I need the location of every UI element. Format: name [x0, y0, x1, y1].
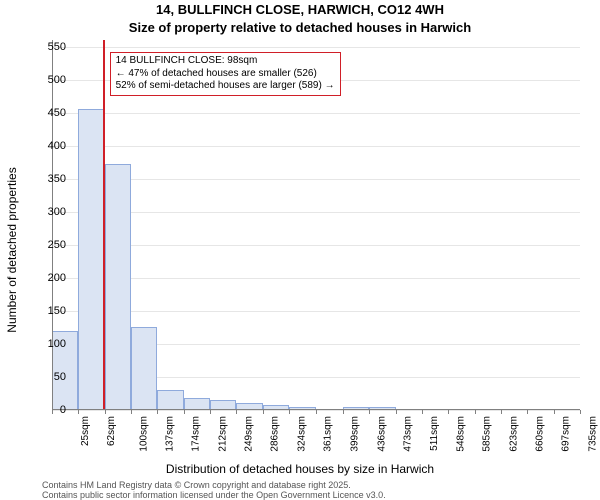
plot-area: 14 BULLFINCH CLOSE: 98sqm ← 47% of detac…: [52, 40, 580, 410]
x-tick-label: 25sqm: [80, 416, 91, 446]
x-tick-label: 100sqm: [139, 416, 150, 452]
x-tick-label: 473sqm: [402, 416, 413, 452]
annotation-line-3: 52% of semi-detached houses are larger (…: [116, 80, 335, 93]
y-tick-label: 550: [26, 41, 66, 53]
x-tick-label: 212sqm: [218, 416, 229, 452]
chart-container: 14, BULLFINCH CLOSE, HARWICH, CO12 4WH S…: [0, 0, 600, 500]
y-tick-label: 300: [26, 206, 66, 218]
y-tick-label: 100: [26, 338, 66, 350]
x-tick-label: 399sqm: [350, 416, 361, 452]
bars-group: [52, 40, 580, 410]
y-tick-label: 0: [26, 404, 66, 416]
x-tick-label: 324sqm: [297, 416, 308, 452]
x-tick-label: 174sqm: [191, 416, 202, 452]
x-tick-mark: [78, 410, 79, 414]
x-tick-mark: [554, 410, 555, 414]
x-tick-mark: [131, 410, 132, 414]
x-tick-mark: [448, 410, 449, 414]
y-tick-label: 200: [26, 272, 66, 284]
chart-title: 14, BULLFINCH CLOSE, HARWICH, CO12 4WH: [0, 2, 600, 17]
histogram-bar: [105, 164, 131, 410]
x-tick-label: 137sqm: [165, 416, 176, 452]
x-tick-mark: [501, 410, 502, 414]
chart-subtitle: Size of property relative to detached ho…: [0, 20, 600, 35]
x-tick-label: 735sqm: [587, 416, 598, 452]
x-tick-mark: [105, 410, 106, 414]
x-axis-label: Distribution of detached houses by size …: [0, 462, 600, 476]
x-tick-label: 548sqm: [455, 416, 466, 452]
x-tick-mark: [475, 410, 476, 414]
x-tick-mark: [369, 410, 370, 414]
x-tick-mark: [343, 410, 344, 414]
attribution-line-1: Contains HM Land Registry data © Crown c…: [42, 480, 351, 490]
y-tick-label: 250: [26, 239, 66, 251]
y-tick-label: 150: [26, 305, 66, 317]
annotation-line-1: 14 BULLFINCH CLOSE: 98sqm: [116, 55, 335, 68]
x-tick-mark: [316, 410, 317, 414]
y-tick-label: 500: [26, 74, 66, 86]
x-tick-label: 511sqm: [428, 416, 439, 451]
x-tick-mark: [289, 410, 290, 414]
annotation-line-2: ← 47% of detached houses are smaller (52…: [116, 68, 335, 81]
x-tick-mark: [422, 410, 423, 414]
y-tick-label: 350: [26, 173, 66, 185]
x-tick-label: 361sqm: [323, 416, 334, 452]
x-tick-label: 62sqm: [106, 416, 117, 446]
annotation-box: 14 BULLFINCH CLOSE: 98sqm ← 47% of detac…: [110, 52, 341, 96]
histogram-bar: [157, 390, 184, 410]
attribution-line-2: Contains public sector information licen…: [42, 490, 386, 500]
x-tick-mark: [236, 410, 237, 414]
x-tick-mark: [210, 410, 211, 414]
y-tick-label: 400: [26, 140, 66, 152]
x-tick-label: 697sqm: [561, 416, 572, 452]
x-tick-label: 249sqm: [244, 416, 255, 452]
x-tick-mark: [396, 410, 397, 414]
x-tick-label: 623sqm: [508, 416, 519, 452]
y-axis-line: [52, 40, 53, 410]
x-tick-label: 585sqm: [481, 416, 492, 452]
x-tick-mark: [527, 410, 528, 414]
y-tick-label: 450: [26, 107, 66, 119]
histogram-bar: [131, 327, 157, 410]
y-tick-label: 50: [26, 371, 66, 383]
x-tick-label: 436sqm: [376, 416, 387, 452]
x-tick-mark: [157, 410, 158, 414]
marker-line: [103, 40, 105, 410]
y-axis-label: Number of detached properties: [5, 167, 19, 332]
x-tick-mark: [184, 410, 185, 414]
x-tick-label: 660sqm: [534, 416, 545, 452]
x-tick-label: 286sqm: [270, 416, 281, 452]
histogram-bar: [78, 109, 105, 410]
x-tick-mark: [263, 410, 264, 414]
x-tick-mark: [580, 410, 581, 414]
